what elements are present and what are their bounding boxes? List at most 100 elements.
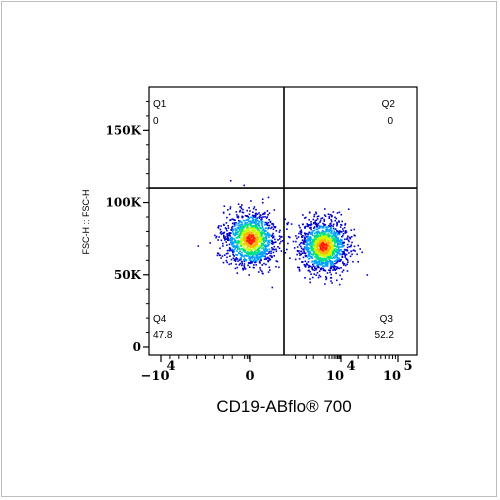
event-dot-cd19-neg (256, 219, 259, 222)
event-dots (197, 180, 369, 289)
event-dot-cd19-neg (246, 232, 248, 235)
event-dot-cd19-pos (356, 253, 358, 256)
event-dot-cd19-neg (233, 258, 236, 261)
event-dot-cd19-pos (284, 252, 287, 254)
event-dot-cd19-neg (254, 229, 257, 232)
event-dot-cd19-pos (310, 247, 313, 249)
event-dot-cd19-pos (333, 268, 336, 271)
event-dot-cd19-pos (344, 253, 346, 255)
event-dot-cd19-neg (251, 234, 253, 237)
event-dot-cd19-neg (243, 266, 246, 269)
event-dot-cd19-neg (230, 236, 232, 239)
event-dot-cd19-neg (268, 234, 270, 237)
event-dot-cd19-neg (225, 222, 228, 224)
event-dot-cd19-neg (261, 223, 263, 225)
event-dot-cd19-pos (313, 253, 315, 255)
event-dot-cd19-neg (269, 221, 272, 224)
event-dot-cd19-pos (328, 242, 331, 244)
event-dot-cd19-neg (257, 271, 260, 273)
event-dot-cd19-pos (317, 256, 319, 259)
event-dot-cd19-neg (247, 254, 249, 256)
event-dot-cd19-pos (306, 235, 308, 238)
event-dot-cd19-pos (309, 241, 312, 243)
event-dot-cd19-pos (317, 235, 319, 237)
event-dot-cd19-neg (258, 220, 260, 223)
event-dot-cd19-neg (229, 180, 232, 182)
event-dot-cd19-neg (260, 239, 263, 242)
event-dot-cd19-neg (251, 228, 253, 230)
event-dot-cd19-neg (265, 245, 267, 248)
event-dot-cd19-neg (233, 219, 235, 221)
event-dot-cd19-neg (236, 272, 239, 274)
x-tick-exponent: 4 (346, 359, 355, 374)
event-dot-cd19-pos (325, 226, 327, 228)
event-dot-cd19-pos (293, 247, 296, 249)
event-dot-cd19-neg (252, 238, 254, 240)
event-dot-cd19-neg (231, 243, 233, 246)
event-dot-cd19-pos (315, 240, 317, 242)
event-dot-cd19-neg (255, 246, 257, 248)
event-dot-cd19-neg (260, 231, 263, 233)
event-dot-cd19-pos (305, 254, 308, 257)
event-dot-cd19-pos (321, 226, 324, 229)
event-dot-cd19-neg (255, 221, 257, 223)
event-dot-cd19-pos (320, 233, 323, 235)
event-dot-cd19-neg (261, 218, 263, 220)
event-dot-cd19-pos (314, 236, 317, 238)
event-dot-cd19-neg (272, 251, 275, 254)
event-dot-cd19-pos (321, 235, 324, 237)
event-dot-cd19-neg (264, 246, 267, 249)
event-dot-cd19-pos (313, 240, 315, 242)
event-dot-cd19-pos (319, 264, 322, 266)
event-dot-cd19-neg (236, 226, 239, 229)
event-dot-cd19-pos (330, 251, 333, 253)
event-dot-cd19-pos (321, 259, 323, 262)
event-dot-cd19-pos (330, 280, 332, 282)
event-dot-cd19-neg (239, 206, 241, 208)
event-dot-cd19-pos (326, 229, 329, 231)
event-dot-cd19-neg (280, 250, 283, 252)
event-dot-cd19-neg (263, 221, 266, 224)
event-dot-cd19-neg (252, 244, 255, 247)
event-dot-cd19-pos (322, 259, 325, 261)
event-dot-cd19-pos (302, 235, 304, 237)
event-dot-cd19-neg (270, 227, 272, 230)
event-dot-cd19-pos (315, 274, 317, 276)
event-dot-cd19-neg (239, 240, 242, 243)
event-dot-cd19-neg (245, 228, 248, 231)
event-dot-cd19-neg (267, 224, 269, 227)
event-dot-cd19-neg (247, 245, 250, 247)
event-dot-cd19-pos (332, 248, 334, 250)
event-dot-cd19-pos (338, 221, 340, 223)
event-dot-cd19-neg (236, 233, 239, 236)
event-dot-cd19-neg (241, 247, 243, 250)
event-dot-cd19-pos (340, 241, 342, 243)
event-dot-cd19-pos (331, 257, 334, 259)
event-dot-cd19-neg (255, 214, 257, 217)
event-dot-cd19-pos (346, 243, 349, 246)
event-dot-cd19-pos (320, 243, 323, 246)
event-dot-cd19-neg (286, 222, 288, 225)
event-dot-cd19-neg (233, 255, 235, 257)
event-dot-cd19-neg (242, 248, 245, 250)
event-dot-cd19-neg (245, 253, 248, 255)
event-dot-cd19-neg (232, 241, 235, 244)
event-dot-cd19-neg (235, 222, 237, 224)
event-dot-cd19-pos (325, 245, 327, 247)
event-dot-cd19-pos (319, 219, 322, 222)
event-dot-cd19-neg (272, 235, 275, 238)
event-dot-cd19-pos (302, 256, 305, 259)
event-dot-cd19-pos (313, 226, 316, 228)
event-dot-cd19-neg (236, 244, 238, 247)
event-dot-cd19-pos (327, 253, 330, 256)
event-dot-cd19-neg (240, 244, 242, 246)
event-dot-cd19-pos (315, 212, 318, 215)
event-dot-cd19-pos (344, 238, 346, 241)
event-dot-cd19-pos (335, 241, 338, 244)
event-dot-cd19-neg (244, 240, 246, 243)
x-tick-label: 10 (326, 369, 344, 384)
event-dot-cd19-neg (245, 242, 247, 244)
event-dot-cd19-neg (236, 254, 238, 256)
event-dot-cd19-pos (314, 245, 317, 247)
event-dot-cd19-pos (295, 240, 297, 243)
